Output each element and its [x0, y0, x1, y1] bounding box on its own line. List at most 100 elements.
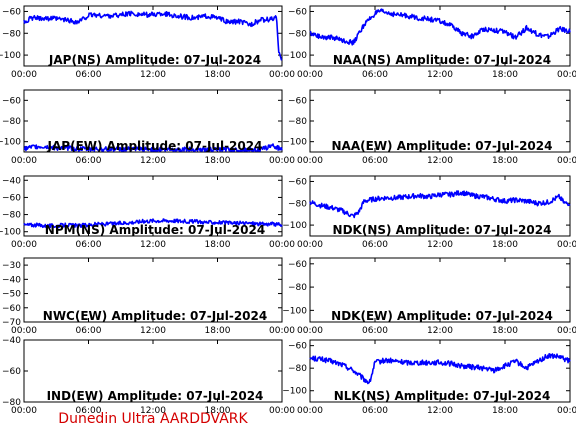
- panel-6-xtick-label-4: 00:00: [557, 240, 576, 250]
- panel-9-title: IND(EW) Amplitude: 07-Jul-2024: [47, 389, 264, 403]
- panel-10-xtick-label-2: 12:00: [427, 406, 453, 416]
- panel-2-xtick-label-4: 00:00: [557, 70, 576, 80]
- panel-9-ytick-label-0: −80: [2, 398, 21, 408]
- panel-7-xtick-label-4: 00:00: [269, 326, 295, 336]
- panel-4-xtick-label-2: 12:00: [427, 156, 453, 166]
- panel-2-title: NAA(NS) Amplitude: 07-Jul-2024: [333, 53, 551, 67]
- panel-7-xtick-label-2: 12:00: [140, 326, 166, 336]
- panel-3: −100 −80 −60 00:00 06:00 12:00 18:00 00:00 JAP(E…: [0, 89, 295, 166]
- panel-6-xtick-label-0: 00:00: [297, 240, 323, 250]
- panel-1-xtick-label-4: 00:00: [269, 70, 295, 80]
- panel-7-ytick-label-4: −30: [2, 261, 21, 271]
- panel-2: −100 −80 −60 00:00 06:00 12:00 18:00 00:00 NAA(N…: [282, 5, 576, 80]
- panel-4: −100 −80 −60 00:00 06:00 12:00 18:00 00:00 NAA(E…: [282, 89, 576, 166]
- panel-5: −100 −80 −60 −40 00:00 06:00 12:00 18:00 00:00 NP…: [0, 175, 295, 250]
- panel-4-xtick-label-0: 00:00: [297, 156, 323, 166]
- panel-7-ytick-label-2: −50: [2, 290, 21, 300]
- panel-8-title: NDK(EW) Amplitude: 07-Jul-2024: [331, 309, 553, 323]
- panel-7-xtick-label-3: 18:00: [205, 326, 231, 336]
- panel-6: −100 −80 −60 00:00 06:00 12:00 18:00 00:00 NDK(N…: [282, 175, 576, 250]
- panel-8-ytick-label-0: −100: [282, 306, 307, 316]
- panel-5-xtick-label-0: 00:00: [11, 240, 37, 250]
- panel-3-trace-1: [23, 143, 283, 152]
- panel-10-xtick-label-0: 00:00: [297, 406, 323, 416]
- panel-5-xtick-label-3: 18:00: [205, 240, 231, 250]
- panel-4-xtick-label-1: 06:00: [362, 156, 388, 166]
- panel-9: −80 −60 −40 00:00 06:00 12:00 18:00 00:00 IND(EW…: [2, 336, 295, 416]
- panel-5-ytick-label-1: −80: [2, 211, 21, 221]
- panel-1-xtick-label-1: 06:00: [76, 70, 102, 80]
- panel-6-title: NDK(NS) Amplitude: 07-Jul-2024: [333, 223, 552, 237]
- panel-10-title: NLK(NS) Amplitude: 07-Jul-2024: [334, 389, 551, 403]
- panel-10: −100 −80 −60 00:00 06:00 12:00 18:00 00:00 NLK(N…: [282, 339, 576, 416]
- panel-5-ytick-label-3: −40: [2, 176, 21, 186]
- panel-10-xtick-label-1: 06:00: [362, 406, 388, 416]
- panel-3-xtick-label-3: 18:00: [205, 156, 231, 166]
- panel-8-xtick-label-4: 00:00: [557, 326, 576, 336]
- panel-1: −100 −80 −60 00:00 06:00 12:00 18:00 00:00 JAP(N…: [0, 5, 295, 80]
- panel-3-xtick-label-0: 00:00: [11, 156, 37, 166]
- panel-9-ytick-label-2: −40: [2, 336, 21, 346]
- panel-2-ytick-label-0: −100: [282, 51, 307, 61]
- panel-6-xtick-label-1: 06:00: [362, 240, 388, 250]
- panel-1-trace-1: [23, 10, 283, 61]
- panel-5-xtick-label-1: 06:00: [76, 240, 102, 250]
- panel-1-xtick-label-2: 12:00: [140, 70, 166, 80]
- panel-7-ytick-label-3: −40: [2, 275, 21, 285]
- panel-4-ytick-label-0: −100: [282, 138, 307, 148]
- panel-5-xtick-label-2: 12:00: [140, 240, 166, 250]
- panel-10-ytick-label-0: −100: [282, 387, 307, 397]
- panel-9-xtick-label-0: 00:00: [11, 406, 37, 416]
- panel-9-xtick-label-3: 18:00: [205, 406, 231, 416]
- panel-3-ytick-label-0: −100: [0, 138, 21, 148]
- panel-5-xtick-label-4: 00:00: [269, 240, 295, 250]
- panel-2-xtick-label-0: 00:00: [297, 70, 323, 80]
- panel-7: −70 −60 −50 −40 −30 00:00 06:00 12:00 18:00 00:00…: [2, 257, 295, 336]
- panel-3-xtick-label-2: 12:00: [140, 156, 166, 166]
- panel-10-xtick-label-4: 00:00: [557, 406, 576, 416]
- panel-6-ytick-label-2: −60: [288, 177, 307, 187]
- panel-2-xtick-label-3: 18:00: [492, 70, 518, 80]
- panel-2-frame: [309, 5, 571, 67]
- panel-4-ytick-label-2: −60: [288, 96, 307, 106]
- panel-10-ytick-label-2: −60: [288, 342, 307, 352]
- panel-5-trace-1: [23, 218, 283, 229]
- panel-5-ytick-label-0: −100: [0, 228, 21, 238]
- panel-8-xtick-label-3: 18:00: [492, 326, 518, 336]
- panel-1-title: JAP(NS) Amplitude: 07-Jul-2024: [48, 53, 261, 67]
- panel-8-xtick-label-2: 12:00: [427, 326, 453, 336]
- panel-1-xtick-label-3: 18:00: [205, 70, 231, 80]
- panel-3-ytick-label-1: −80: [2, 117, 21, 127]
- panel-10-trace-1: [309, 353, 571, 385]
- panel-4-title: NAA(EW) Amplitude: 07-Jul-2024: [332, 139, 553, 153]
- panel-2-ytick-label-2: −60: [288, 7, 307, 17]
- panel-8-ytick-label-2: −60: [288, 260, 307, 270]
- panel-9-xtick-label-2: 12:00: [140, 406, 166, 416]
- panel-4-frame: [309, 89, 571, 153]
- panel-7-xtick-label-0: 00:00: [11, 326, 37, 336]
- panel-1-ytick-label-1: −80: [2, 29, 21, 39]
- panel-6-trace-1: [309, 190, 571, 219]
- panel-6-xtick-label-3: 18:00: [492, 240, 518, 250]
- panel-3-xtick-label-4: 00:00: [269, 156, 295, 166]
- panel-1-ytick-label-0: −100: [0, 51, 21, 61]
- panel-8: −100 −80 −60 00:00 06:00 12:00 18:00 00:00 NDK(E…: [282, 257, 576, 336]
- panel-4-xtick-label-4: 00:00: [557, 156, 576, 166]
- panel-3-frame: [23, 89, 283, 153]
- panel-3-xtick-label-1: 06:00: [76, 156, 102, 166]
- panel-1-xtick-label-0: 00:00: [11, 70, 37, 80]
- panel-2-ytick-label-1: −80: [288, 29, 307, 39]
- panel-4-ytick-label-1: −80: [288, 117, 307, 127]
- panel-5-title: NPM(NS) Amplitude: 07-Jul-2024: [45, 223, 265, 237]
- panel-3-title: JAP(EW) Amplitude: 07-Jul-2024: [47, 139, 263, 153]
- panel-10-ytick-label-1: −80: [288, 364, 307, 374]
- panel-6-xtick-label-2: 12:00: [427, 240, 453, 250]
- panel-3-ytick-label-2: −60: [2, 96, 21, 106]
- panel-2-xtick-label-2: 12:00: [427, 70, 453, 80]
- panel-6-ytick-label-0: −100: [282, 221, 307, 231]
- panel-8-ytick-label-1: −80: [288, 283, 307, 293]
- panel-7-ytick-label-0: −70: [2, 318, 21, 328]
- panel-9-xtick-label-4: 00:00: [269, 406, 295, 416]
